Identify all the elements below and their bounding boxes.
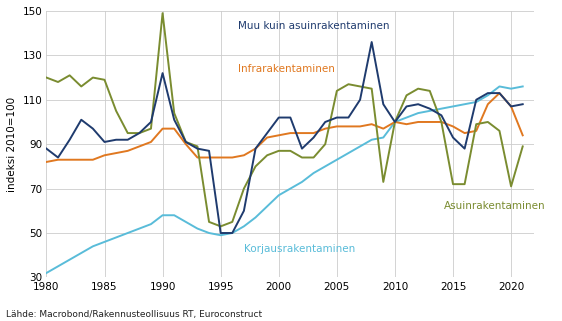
Text: Lähde: Macrobond/Rakennusteollisuus RT, Euroconstruct: Lähde: Macrobond/Rakennusteollisuus RT, …	[6, 310, 262, 319]
Y-axis label: indeksi 2010=100: indeksi 2010=100	[7, 97, 17, 192]
Text: Infrarakentaminen: Infrarakentaminen	[238, 64, 335, 74]
Text: Korjausrakentaminen: Korjausrakentaminen	[244, 244, 355, 254]
Text: Muu kuin asuinrakentaminen: Muu kuin asuinrakentaminen	[238, 22, 389, 31]
Text: Asuinrakentaminen: Asuinrakentaminen	[444, 201, 545, 211]
